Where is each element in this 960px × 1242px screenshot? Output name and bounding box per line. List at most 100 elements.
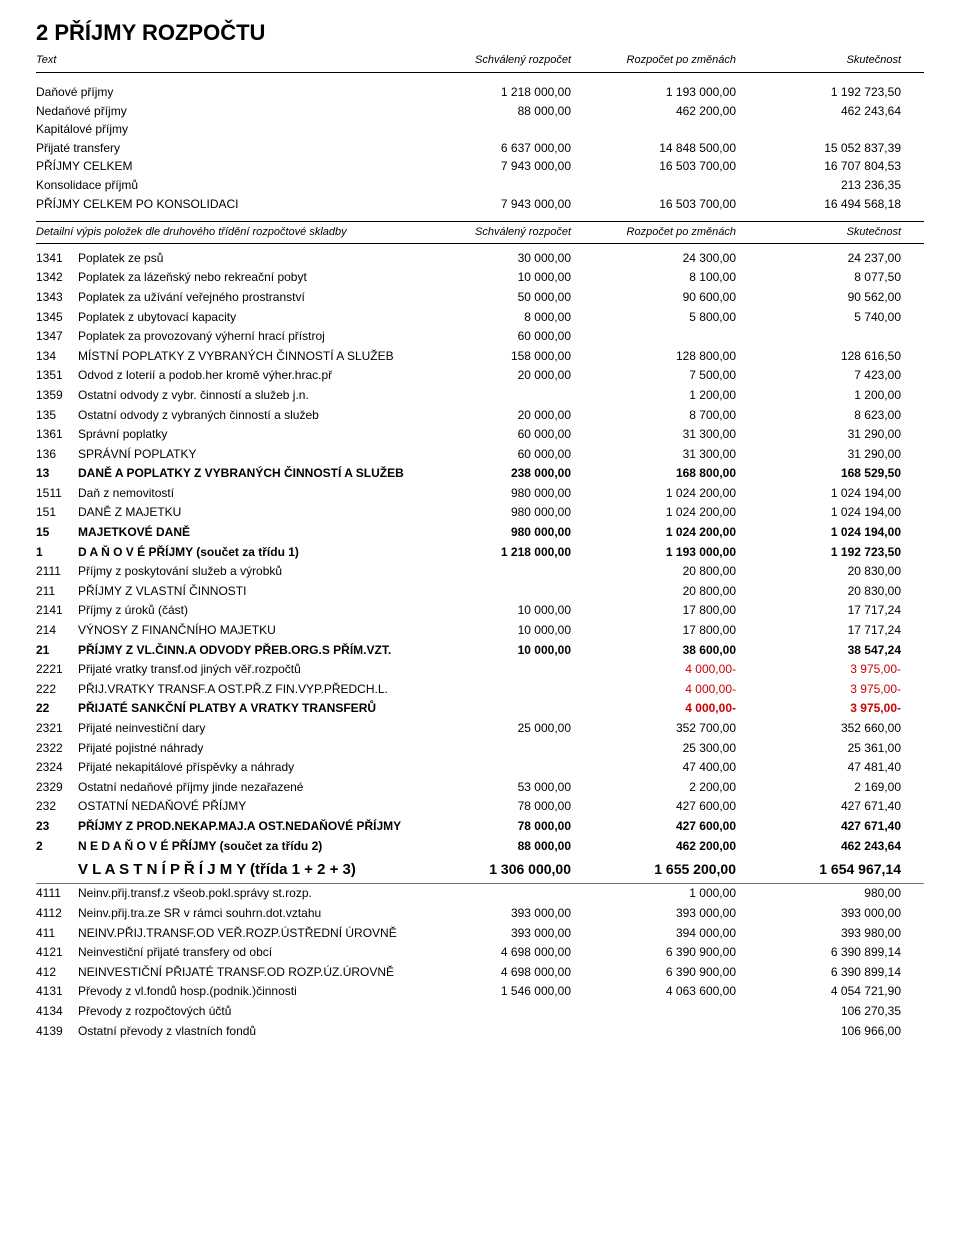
row-desc: Přijaté neinvestiční dary <box>78 719 406 738</box>
row-desc: DANĚ A POPLATKY Z VYBRANÝCH ČINNOSTÍ A S… <box>78 464 406 483</box>
row-val-c: 427 671,40 <box>736 797 901 816</box>
row-desc: Ostatní převody z vlastních fondů <box>78 1022 406 1041</box>
row-val-c: 20 830,00 <box>736 562 901 581</box>
row-desc: MÍSTNÍ POPLATKY Z VYBRANÝCH ČINNOSTÍ A S… <box>78 347 406 366</box>
row-val-b: 8 100,00 <box>571 268 736 287</box>
row-val-c: 8 623,00 <box>736 406 901 425</box>
summary-row: Daňové příjmy1 218 000,001 193 000,001 1… <box>36 83 924 102</box>
row-code: 4111 <box>36 884 78 903</box>
row-val-a: 60 000,00 <box>406 425 571 444</box>
row-code: 211 <box>36 582 78 601</box>
row-code: 1 <box>36 543 78 562</box>
table-row: 214VÝNOSY Z FINANČNÍHO MAJETKU10 000,001… <box>36 621 924 641</box>
row-val-b: 31 300,00 <box>571 425 736 444</box>
row-code: 222 <box>36 680 78 699</box>
row-val-b: 90 600,00 <box>571 288 736 307</box>
row-code: 4131 <box>36 982 78 1001</box>
table-row: 136SPRÁVNÍ POPLATKY60 000,0031 300,0031 … <box>36 444 924 464</box>
detail-table: 1341Poplatek ze psů30 000,0024 300,0024 … <box>36 248 924 1040</box>
row-code: 13 <box>36 464 78 483</box>
detail-header: Detailní výpis položek dle druhového tří… <box>36 221 924 244</box>
hdr-col-c: Skutečnost <box>736 52 901 69</box>
row-val-a: 980 000,00 <box>406 523 571 542</box>
row-val-a: 393 000,00 <box>406 904 571 923</box>
row-desc: Příjmy z úroků (část) <box>78 601 406 620</box>
row-val-c: 3 975,00- <box>736 680 901 699</box>
table-row: 2321Přijaté neinvestiční dary25 000,0035… <box>36 719 924 739</box>
row-val-a: 53 000,00 <box>406 778 571 797</box>
row-code: 2221 <box>36 660 78 679</box>
summary-val-a: 6 637 000,00 <box>406 139 571 158</box>
summary-row: Kapitálové příjmy <box>36 120 924 139</box>
table-row: 151DANĚ Z MAJETKU980 000,001 024 200,001… <box>36 503 924 523</box>
row-desc: PŘIJATÉ SANKČNÍ PLATBY A VRATKY TRANSFER… <box>78 699 406 718</box>
row-code: 2141 <box>36 601 78 620</box>
row-val-a: 20 000,00 <box>406 406 571 425</box>
row-val-b: 4 000,00- <box>571 680 736 699</box>
row-desc: Správní poplatky <box>78 425 406 444</box>
row-val-a: 60 000,00 <box>406 327 571 346</box>
row-val-b: 427 600,00 <box>571 817 736 836</box>
row-code: 135 <box>36 406 78 425</box>
summary-label: PŘÍJMY CELKEM <box>36 157 406 176</box>
table-row: 4111Neinv.přij.transf.z všeob.pokl.správ… <box>36 884 924 904</box>
summary-val-b: 1 193 000,00 <box>571 83 736 102</box>
row-val-b: 1 200,00 <box>571 386 736 405</box>
table-row: 4121Neinvestiční přijaté transfery od ob… <box>36 943 924 963</box>
row-code: 2 <box>36 837 78 856</box>
row-code: 1345 <box>36 308 78 327</box>
table-row: 1347Poplatek za provozovaný výherní hrac… <box>36 327 924 347</box>
row-code: 1343 <box>36 288 78 307</box>
table-row: 2324Přijaté nekapitálové příspěvky a náh… <box>36 758 924 778</box>
row-code: 21 <box>36 641 78 660</box>
row-val-a: 8 000,00 <box>406 308 571 327</box>
row-val-a: 10 000,00 <box>406 641 571 660</box>
summary-label: Daňové příjmy <box>36 83 406 102</box>
row-val-c: 6 390 899,14 <box>736 943 901 962</box>
row-val-c: 24 237,00 <box>736 249 901 268</box>
row-desc: NEINVESTIČNÍ PŘIJATÉ TRANSF.OD ROZP.ÚZ.Ú… <box>78 963 406 982</box>
row-code: 412 <box>36 963 78 982</box>
row-val-c: 25 361,00 <box>736 739 901 758</box>
table-row: 1345Poplatek z ubytovací kapacity8 000,0… <box>36 307 924 327</box>
summary-label: Konsolidace příjmů <box>36 176 406 195</box>
table-row: 15MAJETKOVÉ DANĚ980 000,001 024 200,001 … <box>36 523 924 543</box>
table-row: 2322Přijaté pojistné náhrady25 300,0025 … <box>36 738 924 758</box>
page-title: 2 PŘÍJMY ROZPOČTU <box>36 20 924 46</box>
row-val-c: 980,00 <box>736 884 901 903</box>
row-val-b: 8 700,00 <box>571 406 736 425</box>
table-row: 232OSTATNÍ NEDAŇOVÉ PŘÍJMY78 000,00427 6… <box>36 797 924 817</box>
row-code: 151 <box>36 503 78 522</box>
row-val-b: 17 800,00 <box>571 621 736 640</box>
hdr-col-a: Schválený rozpočet <box>406 52 571 69</box>
summary-label: PŘÍJMY CELKEM PO KONSOLIDACI <box>36 195 406 214</box>
table-row: 222PŘIJ.VRATKY TRANSF.A OST.PŘ.Z FIN.VYP… <box>36 679 924 699</box>
table-row: 1342Poplatek za lázeňský nebo rekreační … <box>36 268 924 288</box>
summary-row: Konsolidace příjmů213 236,35 <box>36 176 924 195</box>
row-code: 2322 <box>36 739 78 758</box>
row-val-c: 1 200,00 <box>736 386 901 405</box>
row-code: 411 <box>36 924 78 943</box>
row-val-c: 393 000,00 <box>736 904 901 923</box>
row-val-b: 1 024 200,00 <box>571 484 736 503</box>
summary-label: Nedaňové příjmy <box>36 102 406 121</box>
row-val-b: 24 300,00 <box>571 249 736 268</box>
row-code: 23 <box>36 817 78 836</box>
table-row: 1361Správní poplatky60 000,0031 300,0031… <box>36 425 924 445</box>
row-val-b: 168 800,00 <box>571 464 736 483</box>
row-code: 2329 <box>36 778 78 797</box>
row-val-b: 6 390 900,00 <box>571 963 736 982</box>
table-row: 412NEINVESTIČNÍ PŘIJATÉ TRANSF.OD ROZP.Ú… <box>36 962 924 982</box>
table-row: 2111Příjmy z poskytování služeb a výrobk… <box>36 562 924 582</box>
row-code: 1341 <box>36 249 78 268</box>
row-val-a: 393 000,00 <box>406 924 571 943</box>
row-code: 1511 <box>36 484 78 503</box>
row-val-c: 106 966,00 <box>736 1022 901 1041</box>
row-val-a: 50 000,00 <box>406 288 571 307</box>
hdr-col-b: Rozpočet po změnách <box>571 52 736 69</box>
row-desc: Poplatek za užívání veřejného prostranst… <box>78 288 406 307</box>
table-row: 22PŘIJATÉ SANKČNÍ PLATBY A VRATKY TRANSF… <box>36 699 924 719</box>
row-code: 134 <box>36 347 78 366</box>
subhdr-text: Detailní výpis položek dle druhového tří… <box>36 224 406 241</box>
row-val-a: 1 306 000,00 <box>406 859 571 881</box>
